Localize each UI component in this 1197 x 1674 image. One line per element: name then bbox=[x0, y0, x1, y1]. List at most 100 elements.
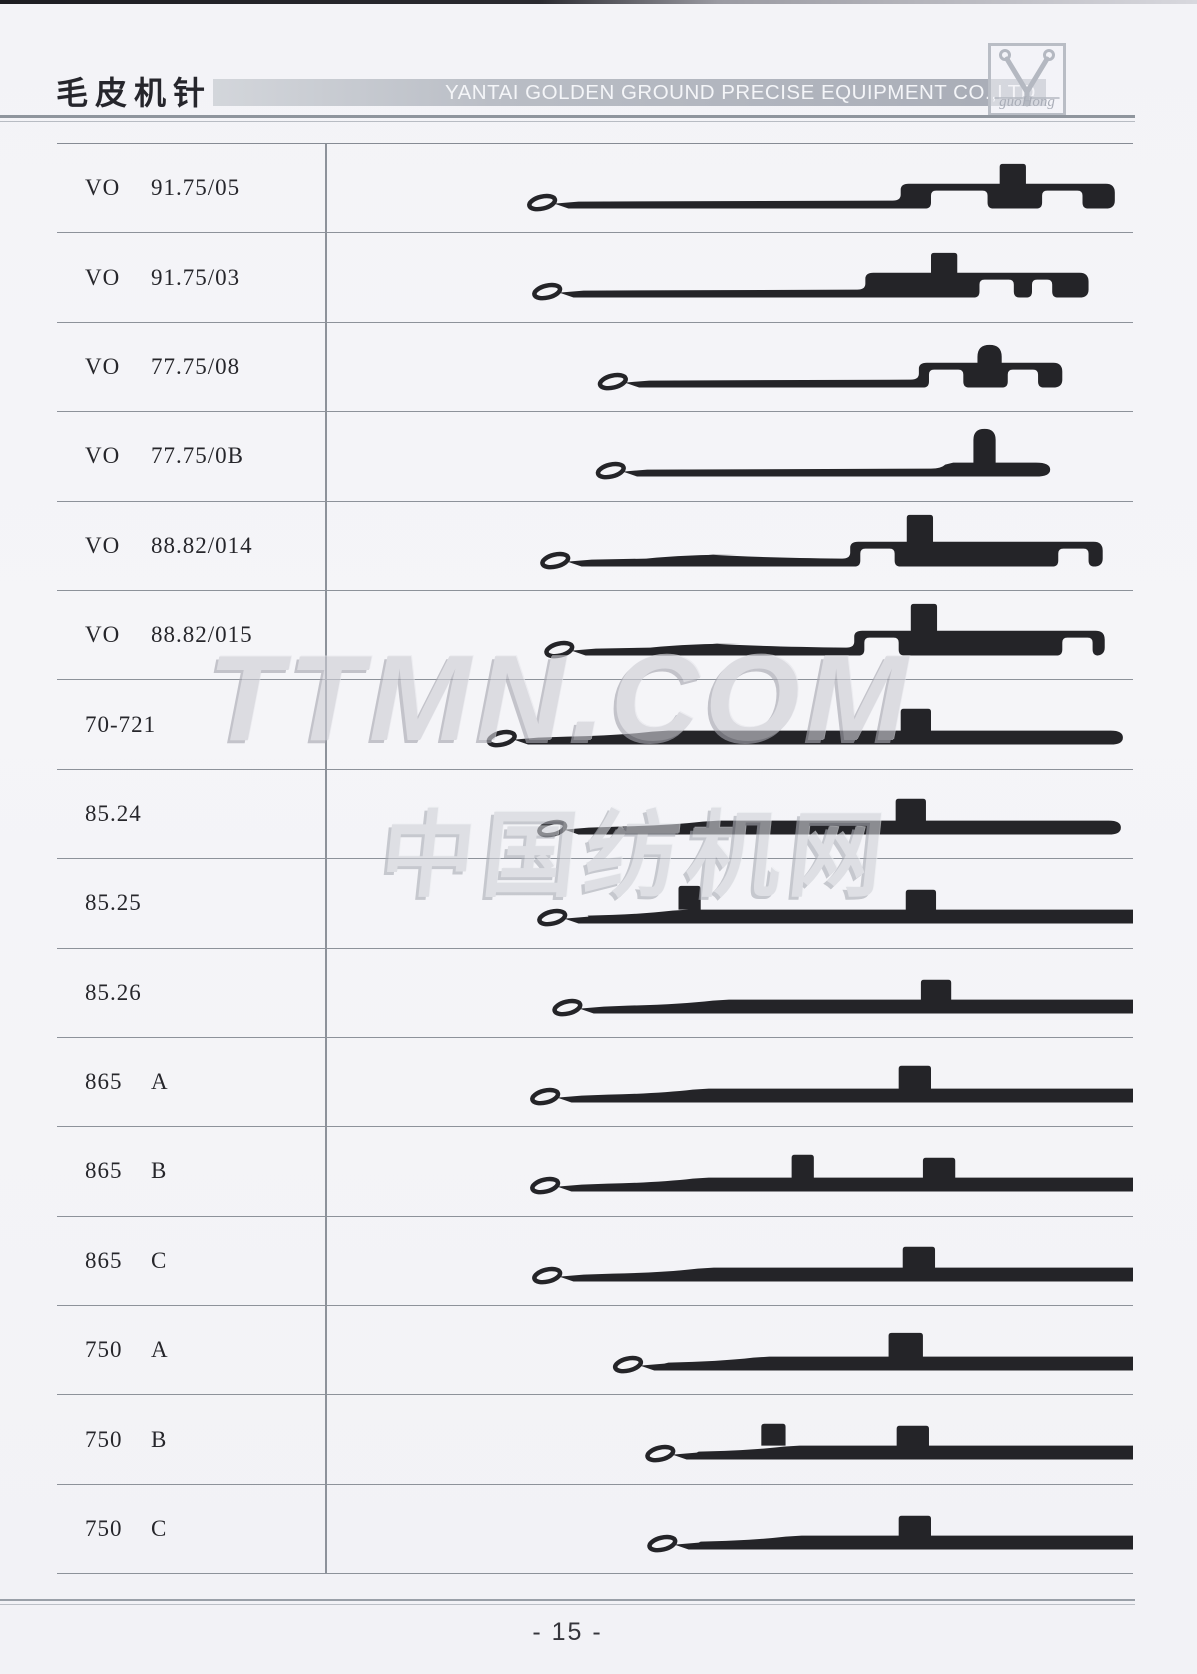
model-spec: C bbox=[151, 1516, 168, 1542]
logo-script-text: guoHong bbox=[999, 94, 1055, 110]
needle-cell bbox=[325, 1485, 1133, 1573]
needle-eye bbox=[532, 1266, 563, 1285]
model-code: 750 bbox=[85, 1337, 123, 1363]
table-row: VO 91.75/05 bbox=[57, 144, 1133, 234]
needles-v-icon bbox=[994, 49, 1060, 107]
model-code: VO bbox=[85, 264, 121, 290]
model-code: VO bbox=[85, 532, 121, 558]
needle-drawing bbox=[645, 1424, 1133, 1463]
needle-cell bbox=[325, 1306, 1133, 1394]
needle-drawing bbox=[595, 429, 1051, 480]
needle-eye bbox=[527, 193, 558, 212]
needle-cell bbox=[325, 680, 1133, 768]
needle-drawing bbox=[530, 1065, 1133, 1106]
header-rule-thin bbox=[0, 121, 1135, 123]
needle-cell bbox=[325, 233, 1133, 321]
needle-eye bbox=[595, 461, 626, 480]
model-code: 865 bbox=[85, 1247, 123, 1273]
model-spec: 77.75/08 bbox=[151, 353, 241, 379]
table-row: 85.26 bbox=[57, 949, 1133, 1038]
model-label-cell: 750 A bbox=[57, 1306, 325, 1394]
model-label-cell: 85.24 bbox=[57, 770, 325, 858]
needle-drawing bbox=[532, 1246, 1133, 1285]
needle-eye bbox=[544, 640, 575, 659]
model-code: VO bbox=[85, 353, 121, 379]
needle-eye bbox=[530, 1087, 561, 1106]
model-code: 85.26 bbox=[85, 979, 142, 1005]
needle-eye bbox=[537, 819, 568, 838]
table-row: 750 B bbox=[57, 1395, 1133, 1485]
needle-cell bbox=[325, 1217, 1133, 1305]
needle-eye bbox=[645, 1445, 676, 1463]
needle-cell bbox=[325, 412, 1133, 500]
model-label-cell: 865 C bbox=[57, 1217, 325, 1305]
needle-drawing bbox=[530, 1155, 1133, 1195]
needle-drawing bbox=[597, 344, 1063, 391]
table-row: 85.24 bbox=[57, 770, 1133, 860]
model-spec: 91.75/03 bbox=[151, 264, 241, 290]
model-code: 865 bbox=[85, 1158, 123, 1184]
needle-cell bbox=[325, 949, 1133, 1037]
model-label-cell: 85.25 bbox=[57, 859, 325, 947]
model-label-cell: 85.26 bbox=[57, 949, 325, 1037]
needle-drawing bbox=[552, 979, 1133, 1016]
needle-drawing bbox=[540, 514, 1103, 569]
table-row: 865 A bbox=[57, 1038, 1133, 1128]
company-logo: guoHong bbox=[988, 43, 1066, 116]
model-code: VO bbox=[85, 175, 121, 201]
company-name: YANTAI GOLDEN GROUND PRECISE EQUIPMENT C… bbox=[444, 80, 1036, 104]
table-row: 750 A bbox=[57, 1306, 1133, 1396]
model-spec: 88.82/014 bbox=[151, 532, 253, 558]
table-row: VO 88.82/014 bbox=[57, 502, 1133, 591]
model-spec: C bbox=[151, 1247, 168, 1273]
model-label-cell: VO 88.82/014 bbox=[57, 502, 325, 590]
model-label-cell: VO 91.75/03 bbox=[57, 233, 325, 321]
model-label-cell: 70-721 bbox=[57, 680, 325, 768]
footer-rule-thin bbox=[0, 1604, 1135, 1606]
needle-cell bbox=[325, 1127, 1133, 1215]
needle-eye bbox=[537, 908, 568, 927]
needle-drawing bbox=[532, 253, 1089, 301]
table-row: 70-721 bbox=[57, 680, 1133, 770]
table-row: VO 77.75/08 bbox=[57, 323, 1133, 413]
needle-table: VO 91.75/05 VO 91.75/03 VO 77.75/08 VO 77.75/0B… bbox=[57, 143, 1133, 1575]
footer-rule-thick bbox=[0, 1599, 1135, 1601]
page-number: - 15 - bbox=[532, 1618, 603, 1646]
model-spec: A bbox=[151, 1069, 169, 1095]
needle-eye bbox=[540, 551, 571, 569]
company-banner: YANTAI GOLDEN GROUND PRECISE EQUIPMENT C… bbox=[213, 79, 1046, 106]
header-rule-thick bbox=[0, 115, 1135, 118]
model-label-cell: VO 77.75/08 bbox=[57, 323, 325, 411]
model-code: 85.25 bbox=[85, 890, 142, 916]
needle-drawing bbox=[612, 1332, 1133, 1374]
needle-drawing bbox=[544, 603, 1105, 659]
needle-cell bbox=[325, 770, 1133, 858]
needle-eye bbox=[597, 372, 628, 391]
model-label-cell: VO 88.82/015 bbox=[57, 591, 325, 679]
model-code: VO bbox=[85, 622, 121, 648]
table-row: 750 C bbox=[57, 1485, 1133, 1575]
model-code: 750 bbox=[85, 1516, 123, 1542]
needle-drawing bbox=[527, 163, 1115, 212]
needle-cell bbox=[325, 1038, 1133, 1126]
model-code: 750 bbox=[85, 1426, 123, 1452]
scan-top-edge bbox=[0, 0, 1197, 4]
needle-eye bbox=[647, 1534, 678, 1553]
model-label-cell: VO 91.75/05 bbox=[57, 144, 325, 232]
table-row: 865 C bbox=[57, 1217, 1133, 1307]
table-row: 85.25 bbox=[57, 859, 1133, 949]
model-spec: B bbox=[151, 1158, 168, 1184]
needle-cell bbox=[325, 323, 1133, 411]
model-label-cell: 750 C bbox=[57, 1485, 325, 1573]
table-row: VO 77.75/0B bbox=[57, 412, 1133, 502]
needle-eye bbox=[552, 998, 583, 1016]
needle-cell bbox=[325, 144, 1133, 232]
model-code: 85.24 bbox=[85, 800, 142, 826]
needle-eye bbox=[532, 283, 563, 301]
needle-cell bbox=[325, 591, 1133, 679]
needle-cell bbox=[325, 859, 1133, 947]
needle-drawing bbox=[537, 798, 1121, 838]
table-row: VO 88.82/015 bbox=[57, 591, 1133, 681]
model-label-cell: 865 B bbox=[57, 1127, 325, 1215]
